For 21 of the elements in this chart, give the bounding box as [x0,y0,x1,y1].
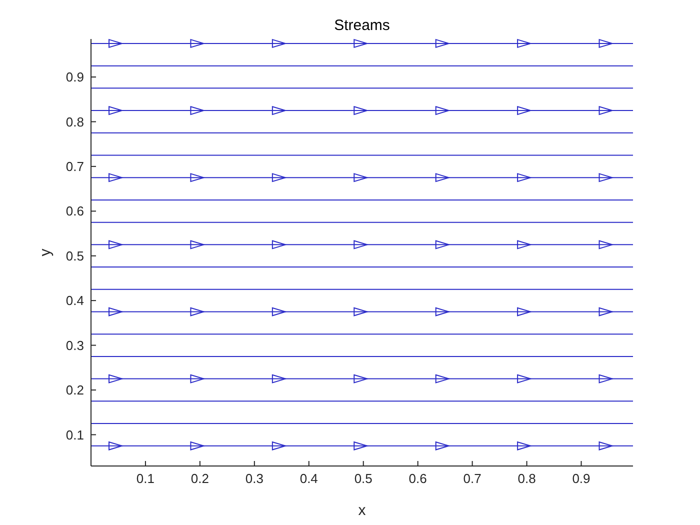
x-axis-title: x [358,502,366,519]
x-tick-label: 0.2 [190,471,209,486]
y-tick-label: 0.7 [66,158,84,174]
x-tick-label: 0.7 [463,471,482,486]
y-axis-title: y [37,248,54,256]
x-tick-label: 0.5 [354,471,372,486]
y-tick-label: 0.6 [66,204,84,219]
y-tick-label: 0.3 [66,338,84,353]
x-tick-label: 0.9 [572,471,590,486]
x-tick-label: 0.1 [136,471,155,486]
y-tick-label: 0.4 [66,293,84,308]
x-tick-label: 0.6 [408,471,427,486]
y-tick-label: 0.1 [66,427,84,442]
x-tick-label: 0.8 [518,471,536,486]
chart-title: Streams [334,17,390,34]
x-tick-label: 0.3 [245,471,264,486]
y-tick-label: 0.8 [66,114,84,130]
y-tick-label: 0.2 [66,382,84,398]
y-tick-label: 0.5 [66,248,84,264]
x-tick-label: 0.4 [300,471,318,486]
y-tick-label: 0.9 [66,70,84,85]
